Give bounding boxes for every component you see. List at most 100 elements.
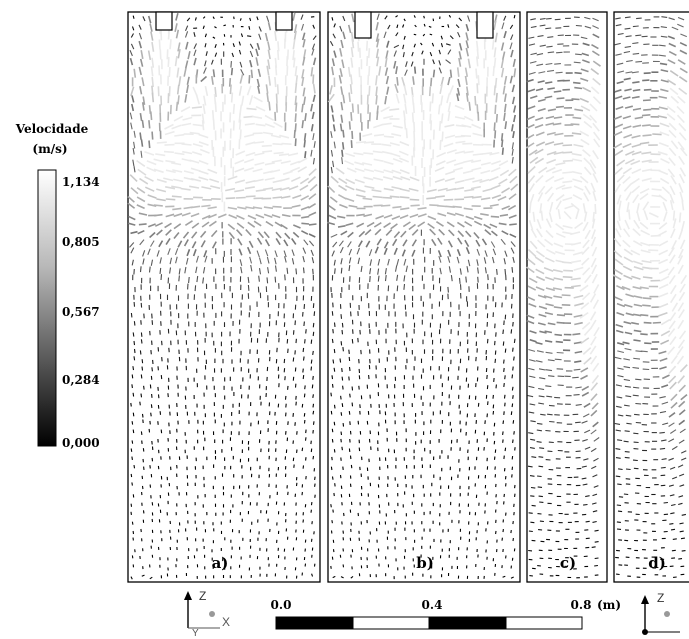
velocity-vector: [207, 168, 218, 174]
velocity-vector: [617, 483, 622, 486]
velocity-vector: [312, 410, 315, 415]
velocity-vector: [660, 330, 671, 337]
velocity-vector: [615, 24, 622, 27]
velocity-vector: [659, 396, 666, 399]
panel-a-frame: [127, 11, 321, 583]
velocity-vector: [142, 250, 146, 257]
velocity-vector: [184, 94, 188, 103]
velocity-vector: [348, 257, 352, 264]
velocity-vector: [238, 112, 241, 123]
velocity-vector: [616, 311, 625, 316]
velocity-vector: [440, 113, 444, 124]
velocity-vector: [591, 465, 597, 470]
velocity-vector: [396, 274, 399, 281]
velocity-vector: [510, 34, 514, 41]
velocity-vector: [530, 228, 538, 238]
velocity-vector: [374, 169, 385, 174]
velocity-vector: [291, 258, 295, 265]
velocity-vector: [254, 152, 265, 156]
velocity-vector: [382, 150, 393, 155]
velocity-vector: [679, 49, 688, 55]
velocity-vector: [266, 92, 270, 103]
origin-marker: [664, 611, 670, 617]
velocity-vector: [555, 223, 565, 231]
velocity-vector: [183, 67, 187, 77]
velocity-vector: [375, 33, 380, 42]
velocity-vector: [342, 347, 344, 352]
velocity-vector: [232, 120, 235, 131]
velocity-vector: [623, 493, 629, 496]
velocity-vector: [615, 405, 622, 408]
velocity-vector: [544, 186, 553, 195]
velocity-vector: [539, 447, 545, 449]
velocity-vector: [339, 203, 348, 209]
velocity-vector: [526, 314, 535, 319]
velocity-vector: [614, 42, 621, 46]
velocity-vector: [171, 124, 182, 130]
velocity-vector: [165, 169, 176, 174]
velocity-vector: [666, 105, 676, 114]
velocity-vector: [531, 504, 536, 507]
velocity-vector: [237, 206, 247, 210]
velocity-vector: [508, 168, 517, 177]
velocity-vector: [310, 359, 313, 364]
velocity-vector: [670, 293, 677, 304]
velocity-vector: [658, 249, 669, 256]
velocity-vector: [618, 468, 623, 471]
velocity-vector: [181, 212, 191, 217]
velocity-vector: [625, 191, 632, 201]
velocity-vector: [509, 24, 514, 30]
velocity-vector: [387, 258, 390, 266]
velocity-vector: [184, 25, 189, 32]
velocity-vector: [677, 23, 684, 28]
velocity-vector: [489, 151, 500, 156]
velocity-vector: [347, 231, 354, 238]
velocity-vector: [528, 149, 538, 156]
velocity-vector: [212, 119, 215, 130]
velocity-vector: [437, 237, 443, 245]
velocity-vector: [438, 255, 442, 263]
velocity-vector: [185, 41, 189, 50]
velocity-vector: [131, 421, 134, 425]
velocity-vector: [590, 355, 598, 365]
velocity-vector: [642, 201, 650, 211]
velocity-vector: [136, 159, 146, 167]
velocity-vector: [503, 112, 506, 122]
velocity-vector: [281, 214, 291, 218]
velocity-vector: [437, 250, 442, 258]
panel-label: c): [560, 554, 576, 572]
velocity-vector: [454, 179, 465, 184]
velocity-vector: [148, 120, 151, 129]
velocity-vector: [628, 209, 631, 220]
velocity-vector: [272, 205, 282, 208]
velocity-vector: [623, 256, 634, 263]
velocity-vector: [467, 58, 471, 69]
velocity-vector: [590, 86, 600, 95]
velocity-vector: [623, 228, 631, 238]
velocity-vector: [547, 359, 555, 362]
velocity-vector: [616, 174, 625, 183]
velocity-vector: [625, 312, 634, 316]
velocity-vector: [168, 86, 171, 97]
velocity-vector: [255, 123, 266, 127]
velocity-vector: [381, 122, 392, 126]
velocity-vector: [545, 27, 552, 30]
velocity-vector: [527, 165, 536, 174]
velocity-vector: [189, 159, 200, 164]
velocity-vector: [536, 350, 544, 353]
velocity-vector: [331, 383, 334, 388]
velocity-vector: [357, 240, 363, 248]
velocity-vector: [640, 350, 648, 353]
velocity-vector: [640, 229, 651, 236]
velocity-vector: [571, 132, 582, 135]
velocity-vector: [430, 77, 433, 87]
velocity-vector: [633, 357, 641, 360]
velocity-vector: [669, 523, 674, 525]
velocity-vector: [175, 256, 178, 264]
velocity-vector: [624, 385, 631, 388]
velocity-vector: [401, 76, 406, 87]
velocity-vector: [304, 339, 306, 344]
velocity-vector: [375, 75, 378, 86]
velocity-vector: [582, 59, 590, 64]
velocity-vector: [590, 409, 598, 417]
